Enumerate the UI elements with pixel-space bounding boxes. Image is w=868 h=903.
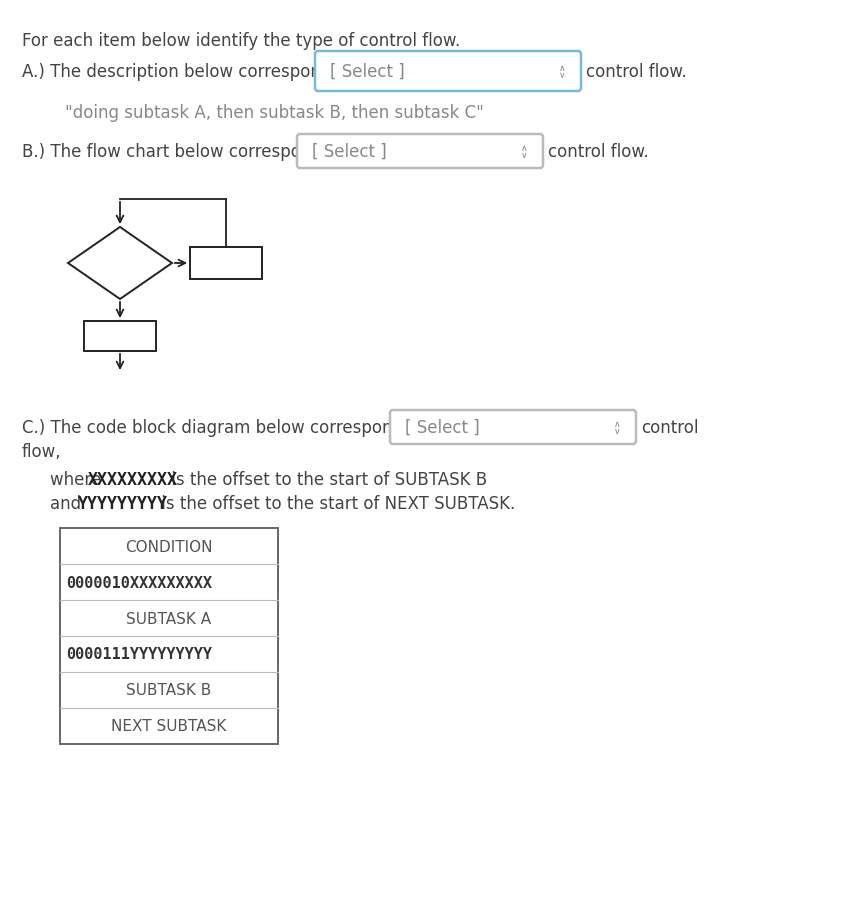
Text: SUBTASK A: SUBTASK A	[127, 610, 212, 626]
Text: where: where	[50, 470, 107, 489]
Text: ∧
∨: ∧ ∨	[559, 64, 565, 79]
Text: XXXXXXXXX: XXXXXXXXX	[88, 470, 178, 489]
Text: C.) The code block diagram below corresponds to: C.) The code block diagram below corresp…	[22, 418, 434, 436]
Text: is the offset to the start of NEXT SUBTASK.: is the offset to the start of NEXT SUBTA…	[156, 495, 516, 512]
Text: CONDITION: CONDITION	[125, 539, 213, 554]
Text: [ Select ]: [ Select ]	[405, 418, 480, 436]
Text: is the offset to the start of SUBTASK B: is the offset to the start of SUBTASK B	[166, 470, 487, 489]
Text: "doing subtask A, then subtask B, then subtask C": "doing subtask A, then subtask B, then s…	[65, 104, 483, 122]
FancyBboxPatch shape	[315, 52, 581, 92]
Text: control flow.: control flow.	[586, 63, 687, 81]
Text: and: and	[50, 495, 87, 512]
Text: 0000010XXXXXXXXX: 0000010XXXXXXXXX	[66, 575, 212, 590]
Text: SUBTASK B: SUBTASK B	[127, 683, 212, 698]
Text: ∧
∨: ∧ ∨	[521, 144, 528, 160]
Bar	[84, 321, 156, 351]
Text: For each item below identify the type of control flow.: For each item below identify the type of…	[22, 32, 460, 50]
Text: control flow.: control flow.	[548, 143, 648, 161]
Text: flow,: flow,	[22, 442, 62, 461]
Text: 0000111YYYYYYYYY: 0000111YYYYYYYYY	[66, 647, 212, 662]
Text: YYYYYYYYY: YYYYYYYYY	[78, 495, 168, 512]
Text: [ Select ]: [ Select ]	[330, 63, 404, 81]
Text: [ Select ]: [ Select ]	[312, 143, 387, 161]
Bar	[60, 528, 278, 744]
FancyBboxPatch shape	[297, 135, 543, 169]
Bar	[190, 247, 262, 280]
Text: NEXT SUBTASK: NEXT SUBTASK	[111, 719, 227, 733]
Text: ∧
∨: ∧ ∨	[614, 420, 621, 435]
FancyBboxPatch shape	[390, 411, 636, 444]
Text: A.) The description below corresponds to: A.) The description below corresponds to	[22, 63, 362, 81]
Text: B.) The flow chart below corresponds to: B.) The flow chart below corresponds to	[22, 143, 352, 161]
Text: control: control	[641, 418, 699, 436]
